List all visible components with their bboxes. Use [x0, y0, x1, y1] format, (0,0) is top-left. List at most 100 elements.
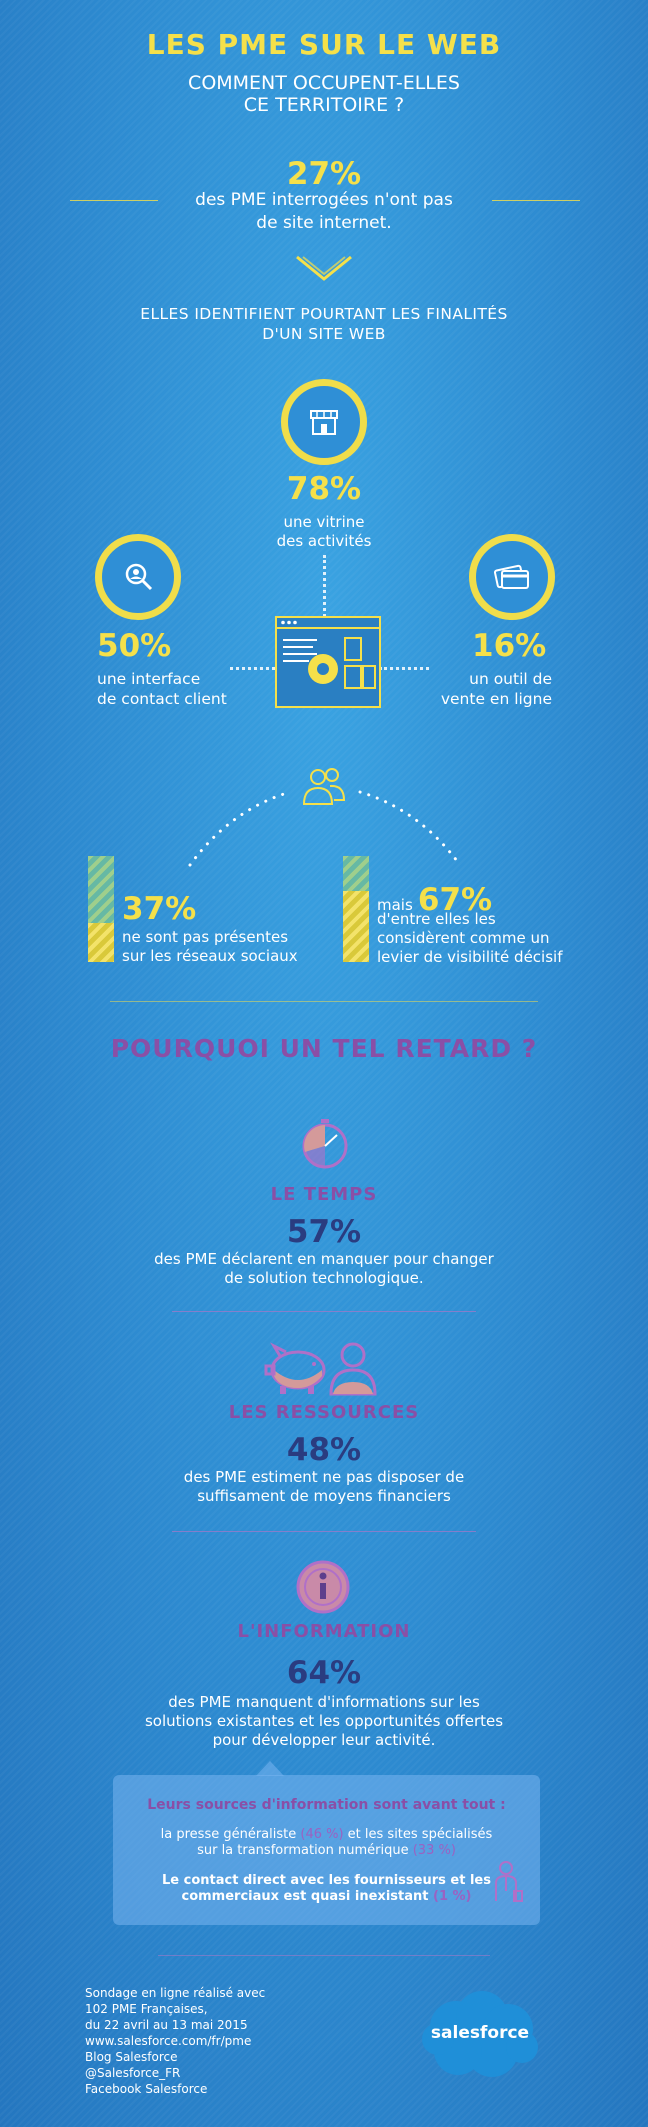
visibility-bar	[343, 856, 369, 962]
temps-title: LE TEMPS	[270, 1184, 378, 1205]
sources-press-line-1: la presse généraliste (46 %) et les site…	[113, 1827, 540, 1843]
sources-press-percent: (46 %)	[300, 1827, 344, 1842]
no-site-percent: 27%	[286, 156, 362, 192]
info-icon	[296, 1560, 350, 1614]
absent-text: ne sont pas présentes sur les réseaux so…	[122, 928, 298, 966]
absent-line-1: ne sont pas présentes	[122, 928, 289, 946]
information-title: L'INFORMATION	[237, 1621, 411, 1642]
contact-percent: 50%	[97, 628, 172, 664]
people-icon	[302, 768, 346, 805]
visibility-percent: 67%	[417, 882, 493, 918]
sources-press-text: la presse généraliste	[160, 1827, 301, 1842]
visibility-line-2: considèrent comme un	[377, 929, 550, 947]
contact-ring	[95, 534, 181, 620]
information-line-3: pour développer leur activité.	[212, 1731, 436, 1749]
footer-link-twitter[interactable]: @Salesforce_FR	[85, 2066, 181, 2080]
visibility-prefix: mais	[377, 896, 413, 914]
credit-card-icon	[494, 564, 529, 589]
piggy-bank-icon	[264, 1342, 326, 1394]
vitrine-ring	[281, 379, 367, 465]
absent-line-2: sur les réseaux sociaux	[122, 947, 298, 965]
visibility-bar-fill	[343, 890, 369, 962]
temps-text: des PME déclarent en manquer pour change…	[0, 1250, 648, 1288]
box-pointer	[256, 1761, 284, 1776]
purposes-heading-line-2: D'UN SITE WEB	[262, 325, 386, 343]
salesman-icon	[495, 1861, 523, 1902]
cloud-icon	[422, 1991, 538, 2077]
absent-percent: 37%	[122, 891, 197, 927]
connector-left	[230, 667, 275, 670]
page-subtitle: COMMENT OCCUPENT-ELLES CE TERRITOIRE ?	[0, 72, 648, 116]
section-divider	[110, 1001, 538, 1002]
sources-sites-text: et les sites spécialisés	[343, 1827, 493, 1842]
divider-right	[492, 200, 580, 201]
vitrine-text: une vitrine des activités	[0, 513, 648, 551]
contact-text: une interface de contact client	[97, 669, 227, 709]
ressources-line-2: suffisament de moyens financiers	[197, 1487, 451, 1505]
footer-line-survey: Sondage en ligne réalisé avec	[85, 1986, 266, 2000]
vente-line-1: un outil de	[469, 670, 552, 688]
sources-title: Leurs sources d'information sont avant t…	[147, 1797, 506, 1813]
why-title: POURQUOI UN TEL RETARD ?	[110, 1034, 538, 1063]
temps-percent: 57%	[286, 1214, 362, 1250]
ressources-line-1: des PME estiment ne pas disposer de	[183, 1468, 465, 1486]
divider-left	[70, 200, 158, 201]
footer-link-blog[interactable]: Blog Salesforce	[85, 2050, 178, 2064]
website-icon	[275, 616, 381, 708]
dotted-arc	[188, 790, 462, 867]
information-text: des PME manquent d'informations sur les …	[0, 1693, 648, 1750]
vente-ring	[469, 534, 555, 620]
sources-contact-text: commerciaux est quasi inexistant	[181, 1889, 433, 1904]
magnifier-icon	[125, 563, 153, 591]
temps-separator	[172, 1311, 476, 1312]
sources-press: la presse généraliste (46 %) et les site…	[113, 1827, 540, 1859]
purposes-heading-line-1: ELLES IDENTIFIENT POURTANT LES FINALITÉS	[140, 305, 508, 323]
sources-digital-text: sur la transformation numérique	[197, 1843, 413, 1858]
visibility-line-1: d'entre elles les	[377, 910, 496, 928]
visibility-heading: mais 67%	[377, 882, 492, 918]
information-line-1: des PME manquent d'informations sur les	[168, 1693, 480, 1711]
ressources-title: LES RESSOURCES	[228, 1402, 420, 1423]
no-site-line-2: de site internet.	[256, 213, 392, 233]
sources-contact-percent: (1 %)	[433, 1889, 472, 1904]
vente-text: un outil de vente en ligne	[440, 669, 552, 709]
connector-right	[379, 667, 429, 670]
contact-line-2: de contact client	[97, 690, 227, 708]
connector-vertical	[323, 555, 326, 623]
vitrine-line-2: des activités	[276, 532, 372, 550]
footer-credits: Sondage en ligne réalisé avec 102 PME Fr…	[85, 1985, 265, 2097]
contact-line-1: une interface	[97, 670, 201, 688]
temps-line-2: de solution technologique.	[224, 1269, 424, 1287]
subtitle-line-1: COMMENT OCCUPENT-ELLES	[188, 72, 460, 94]
information-line-2: solutions existantes et les opportunités…	[144, 1712, 504, 1730]
vente-percent: 16%	[472, 628, 547, 664]
visibility-text: d'entre elles les considèrent comme un l…	[377, 910, 562, 967]
footer-line-count: 102 PME Françaises,	[85, 2002, 208, 2016]
temps-line-1: des PME déclarent en manquer pour change…	[154, 1250, 494, 1268]
footer-separator	[158, 1955, 490, 1956]
stopwatch-icon	[302, 1119, 348, 1169]
no-site-text: des PME interrogées n'ont pas de site in…	[0, 189, 648, 235]
information-percent: 64%	[286, 1655, 362, 1691]
chevron-down-icon	[296, 255, 352, 281]
person-icon	[329, 1342, 377, 1396]
ressources-percent: 48%	[286, 1432, 362, 1468]
sources-contact-line-2: commerciaux est quasi inexistant (1 %)	[113, 1889, 540, 1905]
vitrine-line-1: une vitrine	[283, 513, 365, 531]
no-site-line-1: des PME interrogées n'ont pas	[195, 190, 453, 210]
sources-sites-percent: (33 %)	[412, 1843, 456, 1858]
page-title: LES PME SUR LE WEB	[146, 28, 502, 61]
visibility-line-3: levier de visibilité décisif	[377, 948, 563, 966]
absent-bar-fill	[88, 922, 114, 962]
logo-wordmark: salesforce	[430, 2023, 530, 2043]
subtitle-line-2: CE TERRITOIRE ?	[243, 94, 405, 116]
sources-press-line-2: sur la transformation numérique (33 %)	[113, 1843, 540, 1859]
shop-icon	[310, 410, 338, 435]
absent-bar	[88, 856, 114, 962]
ressources-separator	[172, 1531, 476, 1532]
footer-link-website[interactable]: www.salesforce.com/fr/pme	[85, 2034, 252, 2048]
footer-link-facebook[interactable]: Facebook Salesforce	[85, 2082, 208, 2096]
sources-contact-line-1: Le contact direct avec les fournisseurs …	[162, 1873, 491, 1888]
salesforce-logo[interactable]: salesforce	[420, 1987, 540, 2083]
